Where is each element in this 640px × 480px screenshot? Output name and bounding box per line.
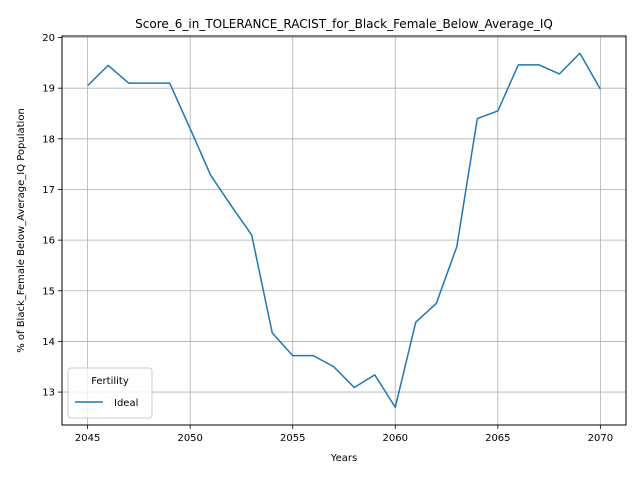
series-layer <box>87 52 602 409</box>
series-line-ideal <box>87 52 602 409</box>
x-tick-label: 2065 <box>485 433 510 444</box>
y-tick-label: 19 <box>42 84 55 95</box>
axis-ticks: 2045 2050 2055 2060 2065 2070 13 14 15 16 17 18 19 20 <box>42 33 613 444</box>
y-tick-label: 13 <box>42 388 55 399</box>
chart-title: Score_6_in_TOLERANCE_RACIST_for_Black_Fe… <box>135 17 553 31</box>
y-axis-label: % of Black_Female Below_Average_IQ Popul… <box>16 108 27 353</box>
y-tick-label: 15 <box>42 286 55 297</box>
legend-label-ideal: Ideal <box>114 398 138 409</box>
legend: Fertility Ideal <box>67 367 153 419</box>
legend-box <box>67 367 153 419</box>
x-tick-label: 2050 <box>177 433 202 444</box>
y-tick-label: 20 <box>42 33 55 44</box>
y-tick-label: 17 <box>42 185 55 196</box>
x-tick-label: 2060 <box>383 433 408 444</box>
x-tick-label: 2045 <box>75 433 100 444</box>
y-tick-label: 18 <box>42 134 55 145</box>
plot-area <box>61 35 627 426</box>
y-tick-label: 16 <box>42 236 55 247</box>
x-axis-label: Years <box>330 453 357 464</box>
y-tick-label: 14 <box>42 337 55 348</box>
x-tick-label: 2055 <box>280 433 305 444</box>
grid <box>62 36 626 425</box>
legend-title: Fertility <box>91 376 129 387</box>
x-tick-label: 2070 <box>588 433 613 444</box>
